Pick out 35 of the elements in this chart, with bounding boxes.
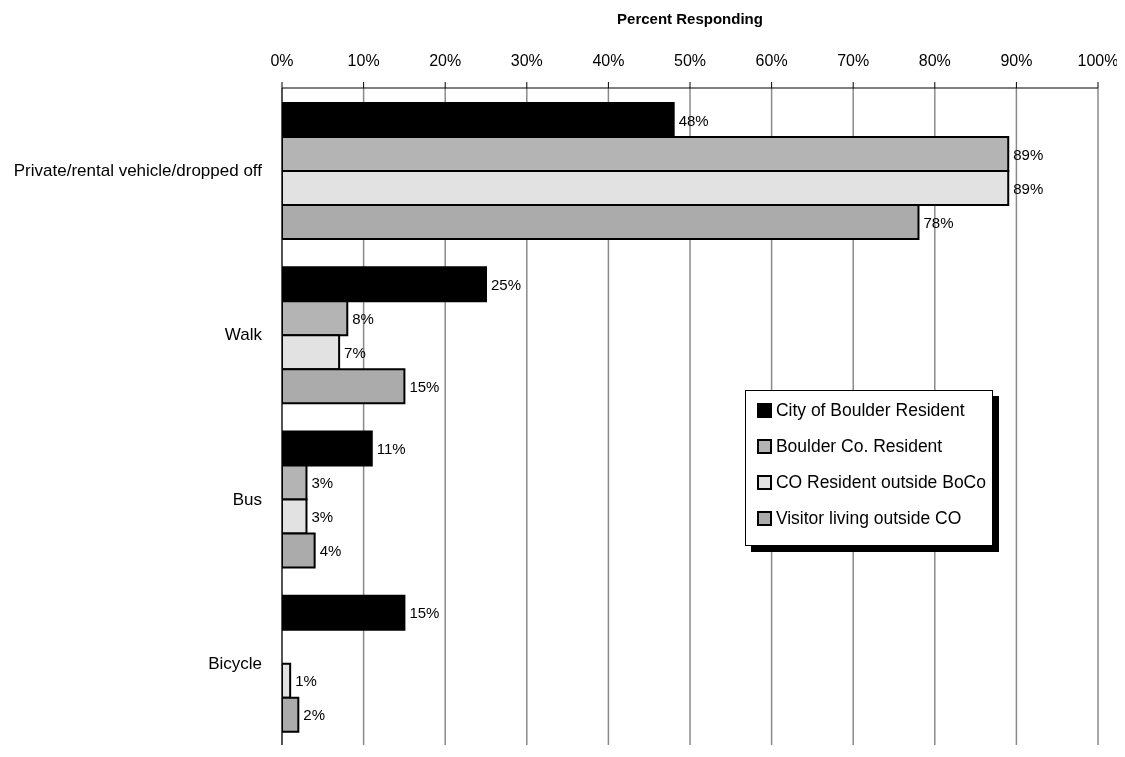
- data-label: 78%: [923, 213, 954, 231]
- legend-label: Visitor living outside CO: [775, 508, 962, 528]
- x-tick-label: 70%: [837, 52, 870, 69]
- x-tick-label: 100%: [1077, 52, 1119, 69]
- data-label: 89%: [1013, 179, 1044, 197]
- data-label: 7%: [344, 343, 366, 361]
- x-tick-label: 50%: [673, 52, 707, 69]
- data-label: 48%: [678, 111, 709, 129]
- legend-label: Boulder Co. Resident: [775, 436, 943, 456]
- x-axis-title: Percent Responding: [617, 9, 763, 27]
- y-tick-label: Private/rental vehicle/dropped off: [13, 160, 263, 180]
- data-label: 89%: [1013, 145, 1044, 163]
- data-label: 11%: [376, 440, 406, 457]
- y-tick-label: Bus: [232, 489, 262, 509]
- x-tick-label: 20%: [429, 52, 462, 69]
- x-tick-label: 60%: [755, 52, 788, 69]
- y-tick-label: Walk: [224, 324, 263, 344]
- x-tick-label: 30%: [510, 52, 543, 69]
- y-tick-label: Bicycle: [208, 653, 262, 673]
- data-label: 15%: [409, 377, 440, 395]
- data-label: 3%: [311, 474, 334, 491]
- x-tick-label: 90%: [1000, 52, 1033, 69]
- data-label: 25%: [491, 275, 522, 293]
- data-label: 8%: [352, 309, 374, 327]
- legend-label: City of Boulder Resident: [775, 400, 965, 420]
- data-label: 2%: [303, 706, 326, 724]
- data-label: 4%: [319, 542, 342, 559]
- legend-label: CO Resident outside BoCo: [775, 472, 986, 492]
- x-tick-label: 80%: [918, 52, 951, 69]
- data-label: 15%: [409, 604, 440, 622]
- x-tick-label: 10%: [347, 52, 380, 69]
- x-tick-label: 40%: [592, 52, 625, 69]
- x-tick-label: 0%: [270, 52, 294, 69]
- data-label: 1%: [295, 672, 317, 690]
- data-label: 3%: [311, 508, 334, 525]
